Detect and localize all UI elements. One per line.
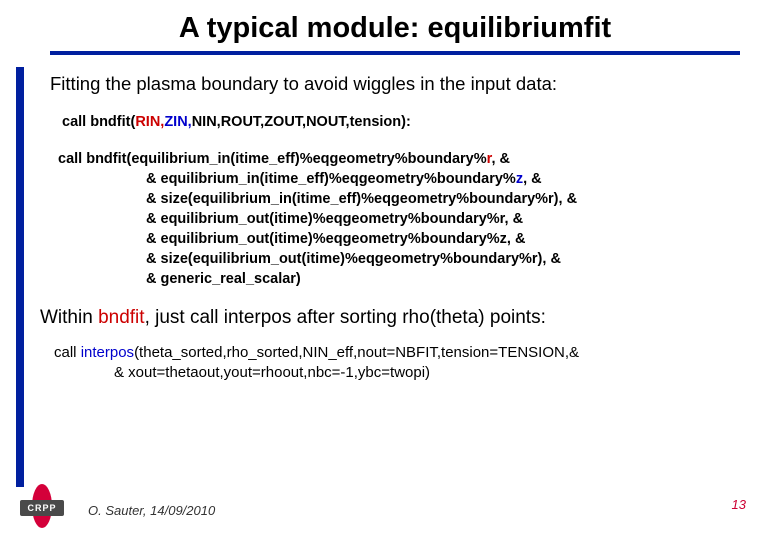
code-signature: call bndfit(RIN,ZIN,NIN,ROUT,ZOUT,NOUT,t… [62,113,740,133]
c2-l1-a: & equilibrium_in(itime_eff)%eqgeometry%b… [146,171,516,187]
author-text: O. Sauter, 14/09/2010 [88,503,215,518]
slide-content: A typical module: equilibriumfit Fitting… [0,0,780,383]
within-b: bndfit [98,307,144,328]
accent-bar [16,67,24,487]
fn-open: bndfit( [90,114,135,130]
logo-badge: CRPP [20,500,64,516]
logo: CRPP [14,488,70,528]
c2-l2: & size(equilibrium_in(itime_eff)%eqgeome… [58,189,740,209]
intro-text: Fitting the plasma boundary to avoid wig… [50,73,740,95]
c2-l6: & generic_real_scalar) [58,269,740,289]
arg-rin: RIN, [135,114,164,130]
c2-l3: & equilibrium_out(itime)%eqgeometry%boun… [58,209,740,229]
code-call-expanded: call bndfit(equilibrium_in(itime_eff)%eq… [58,149,740,289]
slide-title: A typical module: equilibriumfit [50,12,740,55]
c3-l0-call: call [54,344,81,361]
c2-l1: & equilibrium_in(itime_eff)%eqgeometry%b… [58,169,740,189]
c3-l0-rest: (theta_sorted,rho_sorted,NIN_eff,nout=NB… [134,344,579,361]
arg-zin: ZIN, [164,114,191,130]
within-c: , just call interpos after sorting rho(t… [145,307,546,328]
c2-l0-mid: (equilibrium_in(itime_eff)%eqgeometry%bo… [126,151,486,167]
code-interpos: call interpos(theta_sorted,rho_sorted,NI… [54,343,740,384]
c2-l0-fn: bndfit [86,151,126,167]
c3-l1: & xout=thetaout,yout=rhoout,nbc=-1,ybc=t… [54,363,740,383]
c2-l5: & size(equilibrium_out(itime)%eqgeometry… [58,249,740,269]
footer: CRPP O. Sauter, 14/09/2010 13 [0,488,780,524]
c2-l4: & equilibrium_out(itime)%eqgeometry%boun… [58,229,740,249]
c2-l0-end: , & [491,151,510,167]
call-keyword: call [62,114,90,130]
c2-l0-call: call [58,151,86,167]
c3-l0-fn: interpos [81,344,134,361]
arg-rest: NIN,ROUT,ZOUT,NOUT,tension): [192,114,411,130]
within-a: Within [40,307,98,328]
c2-l1-z: z [516,171,523,187]
within-text: Within bndfit, just call interpos after … [40,307,740,329]
c2-l1-c: , & [523,171,542,187]
page-number: 13 [732,497,746,512]
